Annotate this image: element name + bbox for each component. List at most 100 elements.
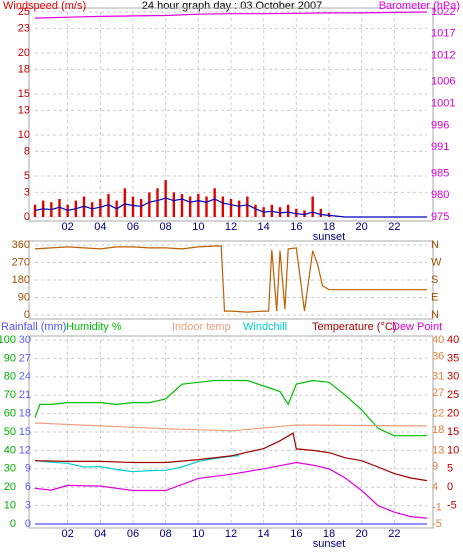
bar xyxy=(139,198,143,217)
annotation: sunset xyxy=(313,231,345,243)
bar xyxy=(188,196,192,217)
legend-label: Humidity % xyxy=(66,321,122,333)
x-tick-label: 22 xyxy=(388,528,400,540)
bar xyxy=(197,194,200,217)
y-tick-label: -1 xyxy=(432,502,442,514)
y-tick-label: 180 xyxy=(12,274,30,286)
x-tick-label: 08 xyxy=(160,528,172,540)
bar xyxy=(303,210,306,217)
y-tick-label: 36 xyxy=(432,350,444,362)
y-tick-label: 0 xyxy=(24,309,30,321)
y-tick-label: 24 xyxy=(19,371,31,383)
y-tick-label: 10 xyxy=(18,129,30,141)
y-tick-label: 18 xyxy=(432,424,444,436)
series-line xyxy=(34,432,428,482)
y-tick-label: 1001 xyxy=(431,98,455,110)
y-tick-label: 70 xyxy=(4,389,16,401)
y-tick-label: 20 xyxy=(4,481,16,493)
bar xyxy=(90,202,94,217)
y-tick-label: 20 xyxy=(447,408,459,420)
y-tick-label: 40 xyxy=(447,334,459,346)
y-tick-label: 30 xyxy=(4,463,16,475)
x-tick-label: 04 xyxy=(94,528,106,540)
y-tick-label: N xyxy=(431,239,439,251)
chart-title: 24 hour graph day : 03 October 2007 xyxy=(142,0,322,12)
series-line xyxy=(34,422,428,432)
y-tick-label: 980 xyxy=(431,189,449,201)
bar xyxy=(213,188,216,217)
y-tick-label: 31 xyxy=(432,371,444,383)
y-tick-label: 1006 xyxy=(431,76,455,88)
annotation: sunset xyxy=(313,538,345,550)
y-tick-label: 80 xyxy=(4,371,16,383)
y-tick-label: 975 xyxy=(431,211,449,223)
x-tick-label: 04 xyxy=(94,221,106,233)
x-tick-label: 14 xyxy=(258,221,270,233)
y-tick-label: 9 xyxy=(432,461,438,473)
y-tick-label: 9 xyxy=(25,463,31,475)
series-line xyxy=(34,197,427,218)
legend-label: Temperature (°C) xyxy=(312,321,396,333)
bar xyxy=(286,204,290,217)
y-tick-label: 4 xyxy=(432,481,438,493)
x-tick-label: 10 xyxy=(192,528,204,540)
bar xyxy=(246,196,249,217)
y-tick-label: 90 xyxy=(4,352,16,364)
y-tick-label: -5 xyxy=(432,518,442,530)
legend-label: Barometer (hPa) xyxy=(379,0,460,12)
x-tick-label: 12 xyxy=(225,221,237,233)
y-tick-label: 15 xyxy=(447,426,459,438)
bar xyxy=(156,188,159,217)
y-tick-label: 1017 xyxy=(431,28,455,40)
x-tick-label: 08 xyxy=(160,221,172,233)
y-tick-label: 1022 xyxy=(431,6,455,18)
bar xyxy=(180,194,184,217)
y-tick-label: 5 xyxy=(24,170,30,182)
bar xyxy=(205,196,208,217)
legend-label: Windspeed (m/s) xyxy=(3,0,86,12)
x-tick-label: 20 xyxy=(356,528,368,540)
series-line xyxy=(34,379,427,437)
y-tick-label: 50 xyxy=(4,426,16,438)
y-tick-label: 18 xyxy=(19,408,31,420)
y-tick-label: 30 xyxy=(447,371,459,383)
y-tick-label: 20 xyxy=(18,47,30,59)
y-tick-label: W xyxy=(431,256,442,268)
bar xyxy=(229,198,233,217)
bar xyxy=(278,207,282,217)
series-line xyxy=(34,461,428,519)
x-tick-label: 06 xyxy=(127,221,139,233)
x-tick-label: 18 xyxy=(323,221,335,233)
y-tick-label: 22 xyxy=(432,408,444,420)
legend-label: Dew Point xyxy=(392,321,442,333)
bar xyxy=(221,196,225,217)
x-tick-label: 16 xyxy=(290,528,302,540)
y-tick-label: 27 xyxy=(432,387,444,399)
y-tick-label: 0 xyxy=(25,518,31,530)
bar xyxy=(319,208,323,217)
x-tick-label: 06 xyxy=(127,528,139,540)
x-tick-label: 12 xyxy=(225,528,237,540)
series-line xyxy=(34,455,240,473)
y-tick-label: 8 xyxy=(24,145,30,157)
bar xyxy=(33,204,37,217)
y-tick-label: 5 xyxy=(447,463,453,475)
y-tick-label: 270 xyxy=(12,256,30,268)
y-tick-label: 10 xyxy=(4,500,16,512)
y-tick-label: 0 xyxy=(24,211,30,223)
series-line xyxy=(34,245,427,313)
y-tick-label: 23 xyxy=(18,22,30,34)
y-tick-label: 6 xyxy=(25,481,31,493)
x-tick-label: 18 xyxy=(323,528,335,540)
y-tick-label: 3 xyxy=(25,500,31,512)
bar xyxy=(254,204,257,217)
x-tick-label: 14 xyxy=(258,528,270,540)
bar xyxy=(58,198,61,217)
x-tick-label: 02 xyxy=(62,528,74,540)
y-tick-label: 18 xyxy=(18,63,30,75)
bar xyxy=(172,192,176,217)
panel-frame xyxy=(28,7,434,222)
x-tick-label: 16 xyxy=(290,221,302,233)
y-tick-label: 60 xyxy=(4,408,16,420)
y-tick-label: 13 xyxy=(432,444,444,456)
